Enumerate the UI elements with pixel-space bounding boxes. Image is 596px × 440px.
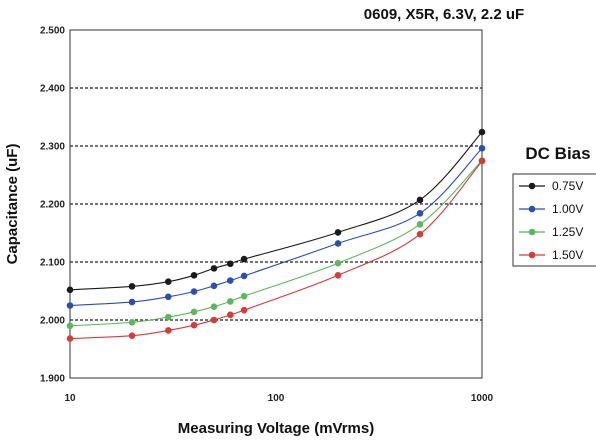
data-point xyxy=(190,272,198,279)
data-point xyxy=(226,298,234,305)
data-point xyxy=(478,145,486,152)
legend-swatch-marker xyxy=(528,228,536,236)
legend-box xyxy=(512,173,596,267)
legend-swatch-marker xyxy=(528,182,536,190)
legend-label: 1.50V xyxy=(552,248,583,262)
data-point xyxy=(416,221,424,228)
x-tick-label: 1000 xyxy=(471,393,494,404)
data-point xyxy=(334,240,342,247)
data-point xyxy=(128,332,136,339)
y-tick-label: 1.900 xyxy=(40,374,65,385)
legend: 0.75V 1.00V 1.25V 1.50V xyxy=(519,179,583,262)
data-point xyxy=(164,278,172,286)
legend-label: 1.25V xyxy=(552,225,583,239)
y-tick-label: 2.400 xyxy=(40,84,65,95)
data-point xyxy=(210,316,218,324)
x-axis-title: Measuring Voltage (mVrms) xyxy=(178,420,374,437)
legend-swatch-marker xyxy=(528,251,536,259)
x-tick-label: 100 xyxy=(268,393,285,404)
data-point xyxy=(334,259,342,267)
data-point xyxy=(128,319,136,326)
data-point xyxy=(334,229,342,236)
data-point xyxy=(190,321,198,329)
data-point xyxy=(240,255,248,263)
series-points xyxy=(66,128,486,342)
data-point xyxy=(66,286,74,294)
chart-title: 0609, X5R, 6.3V, 2.2 uF xyxy=(364,6,524,23)
data-point xyxy=(416,230,424,238)
data-point xyxy=(416,196,424,204)
data-point xyxy=(334,272,342,279)
data-point xyxy=(66,302,74,309)
data-point xyxy=(66,335,74,342)
y-tick-labels: 1.900 2.000 2.100 2.200 2.300 2.400 2.500 xyxy=(40,26,65,385)
data-point xyxy=(66,322,74,330)
data-point xyxy=(226,311,234,319)
data-point xyxy=(210,303,218,310)
y-tick-label: 2.100 xyxy=(40,258,65,269)
data-point xyxy=(128,283,136,290)
data-point xyxy=(416,209,424,217)
data-point xyxy=(190,288,198,295)
data-point xyxy=(478,128,486,136)
legend-swatch-marker xyxy=(528,205,536,213)
y-tick-label: 2.200 xyxy=(40,200,65,211)
legend-label: 0.75V xyxy=(552,179,583,193)
data-point xyxy=(128,298,136,306)
data-point xyxy=(478,157,486,165)
data-point xyxy=(226,277,234,284)
data-point xyxy=(164,293,172,301)
x-tick-label: 10 xyxy=(64,393,76,404)
data-point xyxy=(210,265,218,272)
legend-title: DC Bias xyxy=(525,144,590,163)
data-point xyxy=(164,313,172,321)
plot-area xyxy=(69,29,483,379)
data-point xyxy=(240,292,248,300)
data-point xyxy=(210,282,218,290)
y-tick-label: 2.300 xyxy=(40,142,65,153)
data-point xyxy=(240,272,248,280)
data-point xyxy=(190,308,198,316)
data-point xyxy=(240,306,248,314)
y-axis-title: Capacitance (uF) xyxy=(4,144,21,265)
y-tick-label: 2.500 xyxy=(40,26,65,37)
y-tick-label: 2.000 xyxy=(40,316,65,327)
data-point xyxy=(226,260,234,268)
data-point xyxy=(164,327,172,334)
x-tick-labels: 10 100 1000 xyxy=(64,393,493,404)
gridlines xyxy=(70,87,482,321)
legend-label: 1.00V xyxy=(552,202,583,216)
